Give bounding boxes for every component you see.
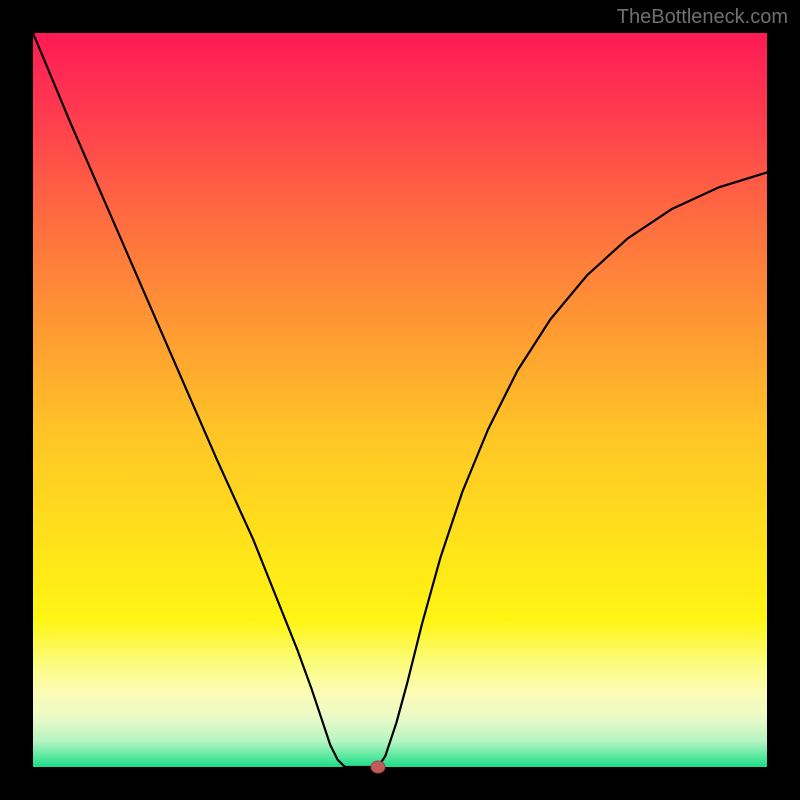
optimal-point-marker <box>371 761 385 773</box>
chart-svg <box>0 0 800 800</box>
watermark-text: TheBottleneck.com <box>617 6 788 29</box>
bottleneck-chart <box>0 0 800 800</box>
